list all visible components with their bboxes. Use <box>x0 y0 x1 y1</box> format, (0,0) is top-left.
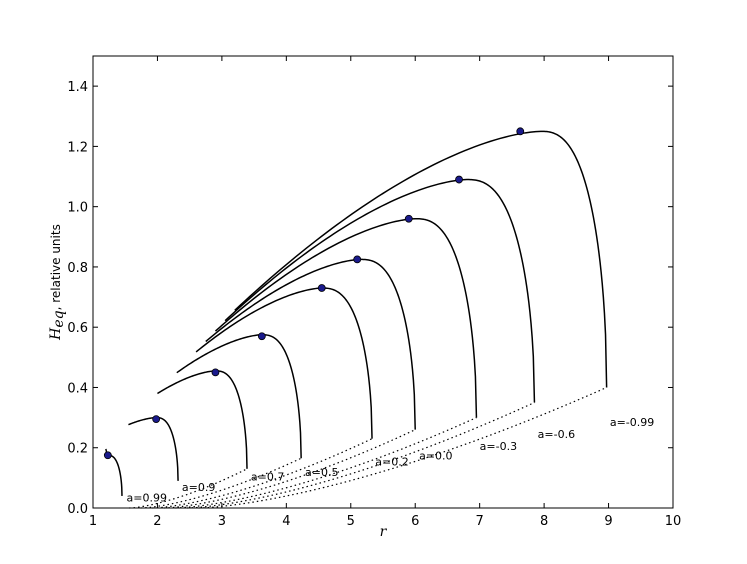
curve-label: a=0.2 <box>375 455 408 468</box>
series-tail <box>187 401 535 509</box>
series-marker <box>317 284 326 292</box>
x-tick-label: 2 <box>153 514 161 529</box>
series-marker <box>103 451 112 460</box>
series-marker <box>516 127 525 136</box>
x-tick-label: 10 <box>665 514 682 529</box>
y-axis-title: Heq, relative units <box>48 224 67 341</box>
curve-label: a=0.7 <box>251 470 284 483</box>
x-tick-label: 6 <box>411 514 419 529</box>
curve-label: a=0.5 <box>305 466 338 479</box>
series-tail <box>175 417 477 509</box>
series-line <box>205 258 416 430</box>
series-tail <box>140 457 302 509</box>
series-marker <box>211 368 220 377</box>
y-axis: 0.0 0.2 0.4 0.6 0.8 1.0 1.2 1.4 <box>67 80 673 517</box>
series-marker <box>404 214 413 223</box>
x-tick-label: 7 <box>476 514 484 529</box>
y-axis-title-sub: eq <box>51 310 67 327</box>
x-tick-label: 8 <box>540 514 548 529</box>
y-tick-label: 0.8 <box>67 261 88 276</box>
dots-layer <box>103 127 525 460</box>
x-axis-title: r <box>380 524 388 540</box>
x-tick-label: 4 <box>282 514 290 529</box>
x-tick-label: 3 <box>218 514 226 529</box>
series-line <box>224 178 536 403</box>
curve-label: a=-0.3 <box>480 440 517 453</box>
series-line <box>214 217 478 418</box>
curve-label: a=0.0 <box>419 449 452 462</box>
curve-label: a=-0.6 <box>538 428 575 441</box>
y-axis-title-rest: , relative units <box>49 224 63 310</box>
y-tick-label: 0.6 <box>67 321 88 336</box>
curve-label: a=0.9 <box>182 481 215 494</box>
curves-layer <box>105 130 608 509</box>
y-tick-label: 1.4 <box>67 80 88 95</box>
y-tick-label: 1.0 <box>67 201 88 216</box>
y-tick-label: 0.2 <box>67 442 88 457</box>
svg-text:Heq, relative units: Heq, relative units <box>48 224 67 341</box>
series-tail <box>198 386 607 509</box>
series-marker <box>152 415 161 424</box>
series-line <box>157 370 248 469</box>
series-tail <box>152 438 373 509</box>
series-marker <box>257 332 266 341</box>
y-tick-label: 0.4 <box>67 381 88 396</box>
series-line <box>128 416 179 481</box>
plot-frame <box>92 55 674 509</box>
x-tick-label: 9 <box>604 514 612 529</box>
series-line <box>195 287 373 439</box>
series-line <box>234 130 608 388</box>
curve-labels-layer: a=0.99 a=0.9 a=0.7 a=0.5 a=0.2 a=0.0 a=-0.3 a=-… <box>127 416 655 504</box>
y-tick-label: 1.2 <box>67 140 88 155</box>
series-marker <box>353 255 362 264</box>
curve-label: a=-0.99 <box>610 416 654 429</box>
y-tick-label: 0.0 <box>67 502 88 517</box>
x-tick-label: 5 <box>347 514 355 529</box>
x-axis: 1 2 3 4 5 6 7 8 9 10 <box>89 56 681 529</box>
series-tail <box>163 429 416 509</box>
x-tick-label: 1 <box>89 514 97 529</box>
y-axis-title-main: H <box>48 327 64 341</box>
curve-label: a=0.99 <box>127 491 167 504</box>
series-marker <box>455 175 463 184</box>
